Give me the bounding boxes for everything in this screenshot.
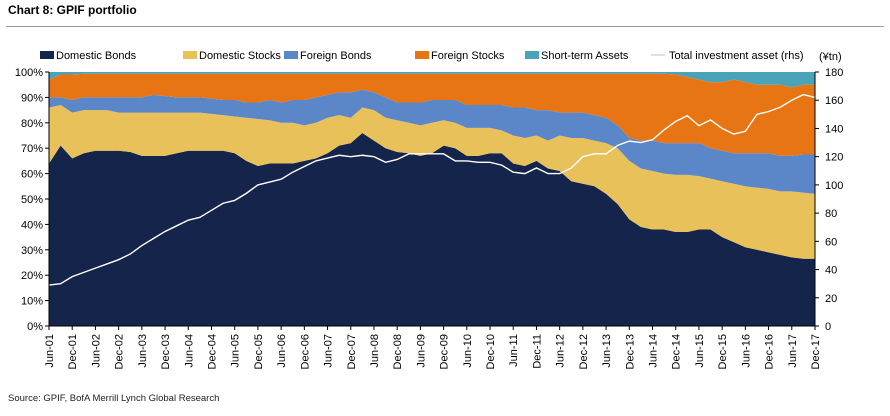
x-tick-label: Dec-08 — [392, 334, 404, 369]
legend-label: Total investment asset (rhs) — [669, 50, 804, 62]
legend-label: Foreign Bonds — [300, 50, 372, 62]
x-tick-label: Dec-07 — [346, 334, 358, 369]
legend-swatch — [40, 51, 54, 59]
y-right-unit-label: (¥tn) — [819, 51, 842, 63]
source-note: Source: GPIF, BofA Merrill Lynch Global … — [8, 393, 220, 404]
x-tick-label: Dec-11 — [531, 334, 543, 369]
x-tick-label: Dec-06 — [299, 334, 311, 369]
y-right-tick-label: 20 — [825, 293, 837, 305]
y-left-tick-label: 40% — [21, 219, 43, 231]
chart-title: Chart 8: GPIF portfolio — [8, 3, 137, 17]
legend-label: Foreign Stocks — [431, 50, 505, 62]
x-tick-label: Jun-05 — [230, 334, 242, 368]
x-tick-label: Jun-11 — [508, 334, 520, 367]
x-tick-label: Jun-13 — [601, 334, 613, 368]
x-tick-label: Jun-15 — [694, 334, 706, 368]
x-tick-label: Dec-15 — [717, 334, 729, 369]
x-tick-label: Dec-13 — [624, 334, 636, 369]
y-left-tick-label: 60% — [21, 169, 43, 181]
x-tick-label: Jun-06 — [276, 334, 288, 368]
area-foreign-bonds — [49, 89, 815, 194]
legend-swatch — [183, 51, 197, 59]
y-right-tick-label: 160 — [825, 95, 843, 107]
y-left-tick-label: 0% — [27, 321, 43, 333]
x-tick-label: Jun-01 — [44, 334, 56, 368]
y-right-tick-label: 0 — [825, 321, 831, 333]
x-tick-label: Jun-17 — [787, 334, 799, 368]
legend-swatch — [415, 51, 429, 59]
x-tick-label: Jun-09 — [415, 334, 427, 368]
y-left-tick-label: 80% — [21, 118, 43, 130]
x-tick-label: Dec-02 — [114, 334, 126, 369]
y-left-tick-label: 100% — [15, 67, 43, 79]
area-domestic-bonds — [49, 132, 815, 326]
y-left-tick-label: 30% — [21, 245, 43, 257]
x-tick-label: Jun-02 — [90, 334, 102, 368]
x-tick-label: Dec-16 — [764, 334, 776, 369]
legend-label: Short-term Assets — [541, 50, 629, 62]
x-tick-label: Dec-01 — [67, 334, 79, 369]
line-total-investment-asset — [48, 93, 816, 286]
x-tick-label: Dec-17 — [810, 334, 822, 369]
x-tick-label: Dec-12 — [578, 334, 590, 369]
x-tick-label: Dec-04 — [206, 334, 218, 369]
y-right-tick-label: 180 — [825, 67, 843, 79]
x-tick-label: Jun-03 — [137, 334, 149, 368]
x-tick-label: Jun-16 — [740, 334, 752, 368]
x-tick-label: Jun-07 — [323, 334, 335, 368]
legend-swatch — [284, 51, 298, 59]
title-divider — [6, 26, 884, 27]
y-right-tick-label: 80 — [825, 208, 837, 220]
x-tick-label: Dec-09 — [439, 334, 451, 369]
area-domestic-stocks — [49, 105, 815, 259]
x-tick-label: Jun-14 — [648, 334, 660, 368]
y-left-tick-label: 70% — [21, 143, 43, 155]
y-left-tick-label: 50% — [21, 194, 43, 206]
y-left-tick-label: 10% — [21, 296, 43, 308]
x-tick-label: Jun-04 — [183, 334, 195, 368]
y-right-tick-label: 140 — [825, 123, 843, 135]
x-tick-label: Jun-08 — [369, 334, 381, 368]
x-tick-label: Dec-05 — [253, 334, 265, 369]
legend-label: Domestic Stocks — [199, 50, 281, 62]
y-left-tick-label: 20% — [21, 270, 43, 282]
y-right-tick-label: 40 — [825, 265, 837, 277]
x-tick-label: Dec-14 — [671, 334, 683, 369]
x-tick-label: Jun-10 — [462, 334, 474, 368]
y-right-tick-label: 100 — [825, 180, 843, 192]
legend-swatch — [525, 51, 539, 59]
legend-label: Domestic Bonds — [56, 50, 137, 62]
area-foreign-stocks — [49, 73, 815, 156]
x-tick-label: Jun-12 — [555, 334, 567, 368]
x-tick-label: Dec-03 — [160, 334, 172, 369]
y-right-tick-label: 120 — [825, 152, 843, 164]
x-tick-label: Dec-10 — [485, 334, 497, 369]
y-right-tick-label: 60 — [825, 236, 837, 248]
y-left-tick-label: 90% — [21, 92, 43, 104]
area-short-term-assets — [49, 72, 815, 88]
